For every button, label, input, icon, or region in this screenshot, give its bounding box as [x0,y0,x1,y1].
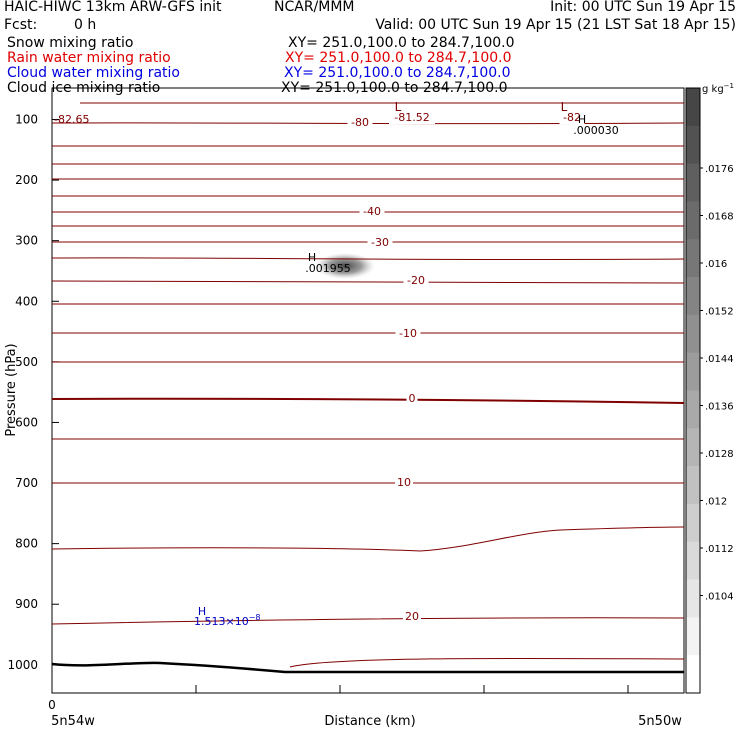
cloud-water-high-value: 1.513×10−8 [194,613,261,628]
colorbar-label-0: .0176 [705,164,734,175]
colorbar-label-1: .0168 [705,212,734,223]
colorbar-segment-6 [686,314,700,354]
ice-high-marker: H [578,113,586,126]
model-title: HAIC-HIWC 13km ARW-GFS init [4,0,222,15]
colorbar-segment-8 [686,390,700,429]
temperature-contour-14 [51,397,685,404]
colorbar-label-9: .0104 [705,592,734,603]
y-tick-label-600: 600 [15,415,38,429]
field-cloudwater-xy: XY= 251.0,100.0 to 284.7,100.0 [284,65,511,81]
colorbar-segment-15 [686,655,700,694]
colorbar-segment-2 [686,163,700,202]
contour-label-5: -20 [407,274,425,287]
contour-label-0: -80 [351,116,369,129]
colorbar-segment-11 [686,503,700,543]
contour-label-9: 20 [405,610,419,623]
colorbar-segment-12 [686,541,700,581]
field-rain-xy: XY= 251.0,100.0 to 284.7,100.0 [285,50,512,66]
ice-high-value: .000030 [573,124,619,137]
low-marker-2: L [561,100,568,114]
init-time: Init: 00 UTC Sun 19 Apr 15 [550,0,736,15]
colorbar-label-5: .0136 [705,402,734,413]
contour-label-bg-0 [347,117,373,129]
x-right-location: 5n50w [638,714,682,729]
colorbar-segment-14 [686,617,700,656]
temperature-contour-9 [51,257,685,261]
colorbar-segment-3 [686,201,700,240]
field-cloudwater-name: Cloud water mixing ratio [7,65,180,81]
contour-label-8: 10 [397,476,411,489]
field-snow-xy: XY= 251.0,100.0 to 284.7,100.0 [288,35,515,51]
contour-label-2: -82 [563,111,581,124]
contour-label-4: -30 [371,236,389,249]
fcst-label: Fcst: [4,17,38,33]
colorbar-unit-base: g kg [702,84,724,95]
field-rain-name: Rain water mixing ratio [7,50,171,66]
colorbar-segment-4 [686,239,700,278]
colorbar-label-3: .0152 [705,307,734,318]
cloud-water-high-mantissa: 1.513×10 [194,615,249,628]
contour-label-bg-3 [359,206,385,218]
valid-time: Valid: 00 UTC Sun 19 Apr 15 (21 LST Sat … [375,17,736,33]
colorbar-label-2: .016 [705,259,727,270]
colorbar-label-6: .0128 [705,449,734,460]
y-tick-label-500: 500 [15,355,38,369]
ice-maximum-shading [315,253,375,279]
colorbar-segment-5 [686,277,700,316]
temperature-contour-19 [289,657,685,668]
center-title: NCAR/MMM [274,0,355,15]
low-marker-1: L [395,100,402,114]
y-tick-label-400: 400 [15,294,38,308]
contour-label-7: 0 [409,392,416,405]
snow-high-marker: H [308,251,316,264]
contour-label-bg-5 [403,275,429,287]
temperature-contour-18 [51,617,685,625]
contour-label-bg-7 [406,393,418,405]
y-tick-label-200: 200 [15,173,38,187]
colorbar-segment-7 [686,352,700,391]
contour-label-edge: -82.65 [54,113,89,126]
contour-label-bg-8 [395,477,413,489]
y-tick-label-900: 900 [15,597,38,611]
colorbar-segment-13 [686,579,700,618]
y-tick-label-800: 800 [15,537,38,551]
colorbar-label-4: .0144 [705,354,734,365]
colorbar-label-7: .012 [705,497,727,508]
x-axis-title: Distance (km) [324,714,415,729]
x-left-location: 5n54w [51,714,95,729]
contour-label-6: -10 [399,327,417,340]
colorbar-segment-1 [686,125,700,165]
y-axis-title: Pressure (hPa) [4,343,19,436]
y-tick-label-300: 300 [15,234,38,248]
colorbar-label-8: .0112 [705,544,734,555]
contour-label-bg-6 [395,328,421,340]
colorbar-segment-10 [686,466,700,505]
contour-label-bg-1 [389,112,435,124]
contour-label-1: -81.52 [394,111,429,124]
cloud-water-high-marker: H [198,605,206,618]
contour-label-3: -40 [363,205,381,218]
snow-high-value: .001955 [305,262,351,275]
temperature-contour-10 [51,280,685,284]
contour-label-bg-2 [559,112,585,124]
terrain-line [51,661,684,674]
colorbar-unit: g kg−1 [702,82,734,95]
y-tick-label-700: 700 [15,476,38,490]
colorbar-frame [685,87,701,694]
colorbar-segment-0 [686,88,700,127]
colorbar-unit-exp: −1 [724,82,734,90]
y-tick-label-1000: 1000 [7,658,38,672]
x-tick-label-0: 0 [48,698,56,712]
temperature-contour-17 [51,526,685,552]
colorbar-segment-9 [686,428,700,467]
cloud-water-high-exponent: −8 [249,613,261,622]
fcst-value: 0 h [74,17,97,33]
contour-label-bg-9 [403,611,421,623]
field-snow-name: Snow mixing ratio [7,35,134,51]
y-tick-label-100: 100 [15,113,38,127]
contour-label-bg-4 [367,237,393,249]
plot-frame [51,87,685,694]
